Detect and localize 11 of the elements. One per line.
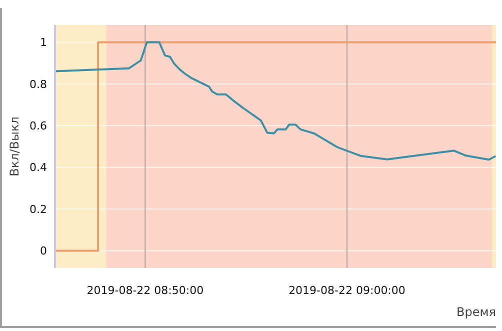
y-axis-title: Вкл/Выкл <box>7 116 22 176</box>
line-series <box>55 41 496 161</box>
y-tick-label: 1 <box>40 36 47 50</box>
y-tick-label: 0.2 <box>30 202 47 216</box>
y-tick-label: 0.8 <box>30 78 47 91</box>
y-tick-label: 0 <box>40 244 47 258</box>
x-tick-label: 2019-08-22 08:50:00 <box>86 284 204 297</box>
y-tick-label: 0.6 <box>30 120 47 133</box>
x-axis-title: Время <box>456 305 496 319</box>
x-tick-label: 2019-08-22 09:00:00 <box>288 284 406 297</box>
y-tick-label: 0.4 <box>30 161 47 174</box>
